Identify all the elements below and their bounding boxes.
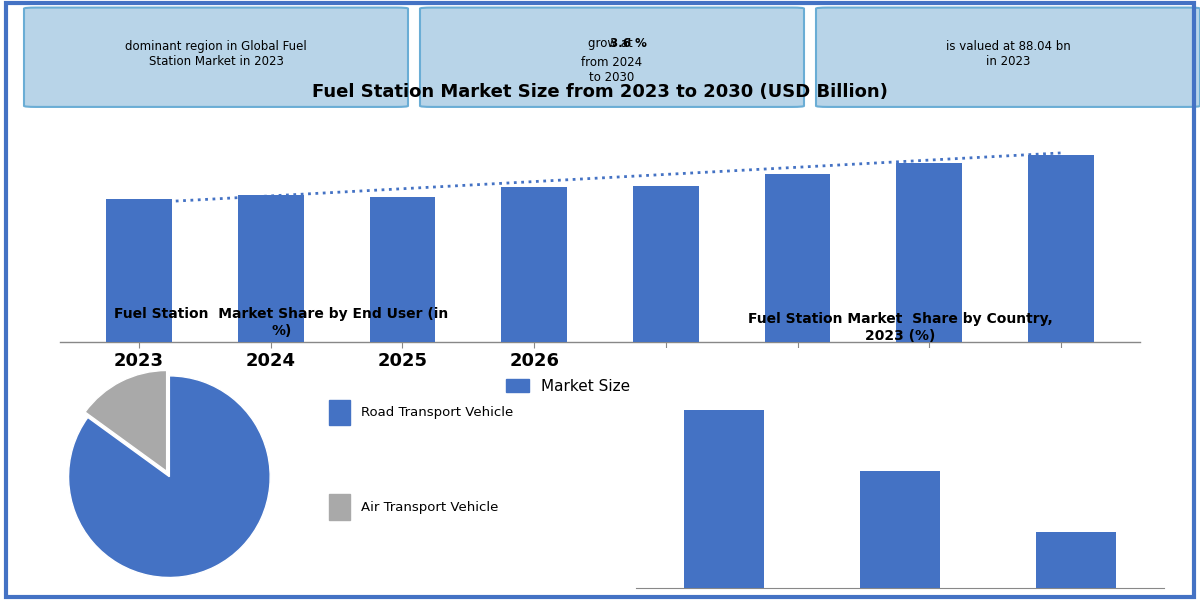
- Text: from 2024
to 2030: from 2024 to 2030: [582, 56, 642, 84]
- Bar: [896, 163, 962, 342]
- FancyBboxPatch shape: [816, 8, 1200, 107]
- Wedge shape: [68, 376, 270, 577]
- Title: Fuel Station Market Size from 2023 to 2030 (USD Billion): Fuel Station Market Size from 2023 to 20…: [312, 83, 888, 101]
- Title: Fuel Station Market  Share by Country,
2023 (%): Fuel Station Market Share by Country, 20…: [748, 313, 1052, 343]
- Title: Fuel Station  Market Share by End User (in
%): Fuel Station Market Share by End User (i…: [114, 307, 449, 338]
- FancyBboxPatch shape: [24, 8, 408, 107]
- Text: grow at: grow at: [588, 37, 636, 50]
- Bar: [329, 494, 350, 520]
- FancyBboxPatch shape: [420, 8, 804, 107]
- Text: Air Transport Vehicle: Air Transport Vehicle: [361, 500, 498, 514]
- Text: Road Transport Vehicle: Road Transport Vehicle: [361, 406, 514, 419]
- Bar: [860, 471, 940, 588]
- Bar: [632, 186, 698, 342]
- Bar: [1037, 532, 1116, 588]
- Bar: [502, 187, 568, 342]
- Bar: [329, 400, 350, 425]
- Bar: [106, 199, 172, 342]
- Text: dominant region in Global Fuel
Station Market in 2023: dominant region in Global Fuel Station M…: [125, 40, 307, 68]
- Text: is valued at 88.04 bn
in 2023: is valued at 88.04 bn in 2023: [946, 40, 1070, 68]
- Bar: [238, 196, 304, 342]
- Bar: [684, 410, 763, 588]
- Legend: Market Size (Billion): Market Size (Billion): [500, 373, 700, 400]
- Text: 3.6 %: 3.6 %: [577, 37, 647, 50]
- Bar: [764, 175, 830, 342]
- Bar: [1028, 155, 1094, 342]
- Wedge shape: [85, 371, 167, 472]
- Bar: [370, 197, 436, 342]
